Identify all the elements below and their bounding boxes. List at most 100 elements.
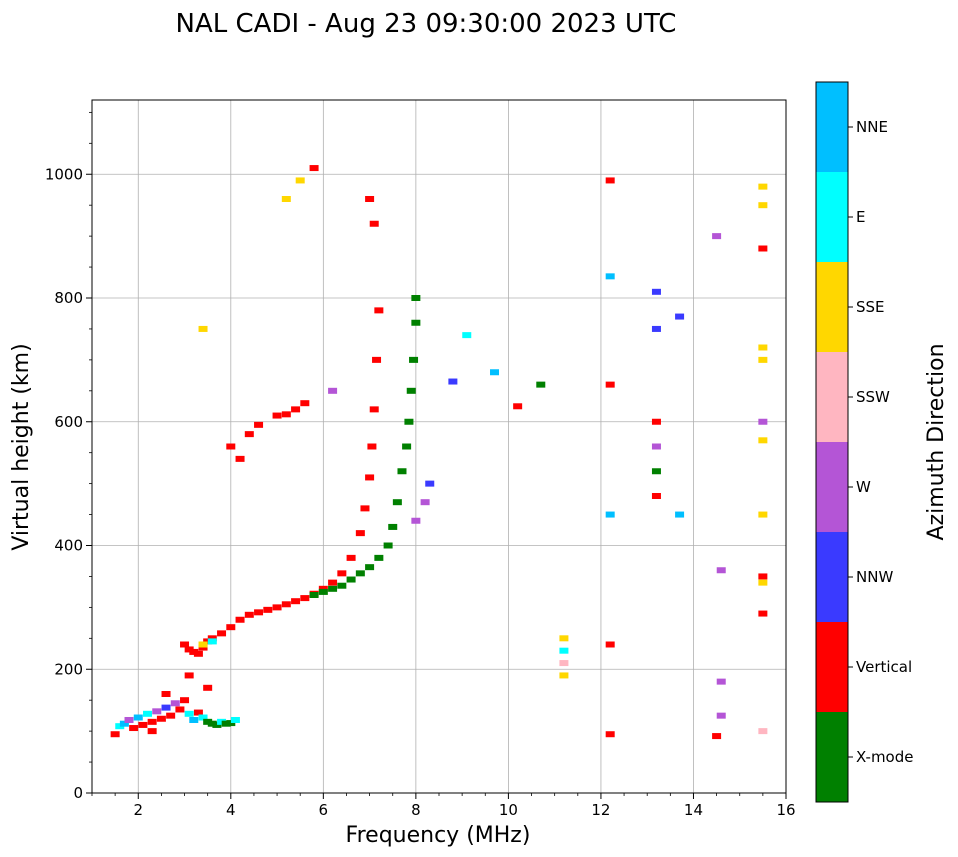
data-point [420,499,430,506]
chart-title: NAL CADI - Aug 23 09:30:00 2023 UTC [176,9,677,39]
data-point [180,697,190,704]
data-point [156,715,166,722]
data-point [147,718,157,725]
data-point [272,604,282,611]
data-point [383,542,393,549]
data-point [198,644,208,651]
series-multi-hop-echoes [198,165,458,648]
data-point [337,570,347,577]
data-point [651,443,661,450]
data-point [291,406,301,413]
colorbar-category-label: NNW [856,568,893,586]
y-tick-label: 400 [54,537,83,555]
series-e-layer-echoes [110,672,240,738]
data-point [110,731,120,738]
data-point [365,564,375,571]
data-point [372,356,382,363]
data-point [189,716,199,723]
colorbar-category-label: SSW [856,388,890,406]
colorbar-category-label: X-mode [856,748,913,766]
data-point [374,307,384,314]
data-point [404,418,414,425]
data-point [337,582,347,589]
x-tick-label: 4 [226,801,236,819]
data-point [217,718,227,725]
data-point [198,714,208,721]
data-point [758,202,768,209]
series-f-layer-x-trace [309,295,421,598]
data-point [651,418,661,425]
x-tick-label: 10 [499,801,518,819]
data-point [411,319,421,326]
data-point [226,624,236,631]
colorbar-category-label: W [856,478,871,496]
data-point [651,493,661,499]
data-point [244,431,254,438]
data-point [281,411,291,418]
data-point [758,245,768,252]
data-point [309,165,319,172]
data-point [388,523,398,530]
data-point [559,647,569,654]
series-sporadic-high-frequency-echoes [462,177,768,740]
data-point [217,630,227,637]
colorbar-category-label: NNE [856,118,888,136]
data-point [170,700,180,707]
data-point [230,716,240,723]
data-point [291,598,301,605]
data-point [198,641,208,648]
series-f-layer-o-trace [180,196,384,657]
colorbar-label: Azimuth Direction [924,343,949,540]
x-tick-label: 12 [591,801,610,819]
data-point [198,325,208,332]
data-point [605,273,615,280]
colorbar-swatch [816,622,848,712]
data-point [651,288,661,295]
data-point [651,468,661,475]
data-point [221,720,231,727]
data-point [758,437,768,444]
data-point [203,718,213,725]
data-point [193,709,203,716]
data-point [346,576,356,583]
data-point [184,646,194,653]
data-point [716,678,726,685]
colorbar: X-mode Vertical NNW W SSW SSE E NNE [815,81,913,803]
data-point [161,704,171,711]
data-point [605,381,615,388]
data-point [365,474,375,481]
data-point [207,720,217,727]
plot-frame [91,99,787,794]
data-point [559,635,569,642]
data-point [406,387,416,394]
data-point [346,554,356,561]
y-tick-label: 0 [73,784,83,802]
data-point [758,356,768,363]
y-tick-label: 800 [54,289,83,307]
x-tick-label: 6 [319,801,329,819]
data-point [272,412,282,419]
data-point [309,592,319,598]
data-point [651,325,661,332]
data-point [675,511,685,518]
data-point [402,443,412,450]
data-point [513,403,523,410]
data-point [254,609,264,616]
data-point [605,731,615,738]
data-point [369,220,379,227]
data-point [355,570,365,577]
data-point [119,720,129,727]
data-point [365,196,375,202]
data-point [425,480,435,487]
y-tick-label: 200 [54,660,83,678]
y-tick-label: 600 [54,413,83,431]
colorbar-swatch [816,172,848,262]
data-point [490,369,500,376]
data-point [318,588,328,595]
data-point [203,684,213,691]
colorbar-category-label: Vertical [856,658,912,676]
data-point [300,595,310,602]
data-point [207,635,217,642]
x-tick-label: 8 [411,801,421,819]
